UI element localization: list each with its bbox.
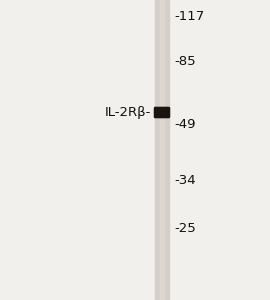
Text: IL-2Rβ-: IL-2Rβ- <box>105 106 151 119</box>
Text: -34: -34 <box>174 173 196 187</box>
Text: -49: -49 <box>174 118 196 131</box>
Bar <box>160 0 164 300</box>
Text: -85: -85 <box>174 55 196 68</box>
Bar <box>154 0 170 300</box>
FancyBboxPatch shape <box>154 107 170 118</box>
Text: -25: -25 <box>174 221 196 235</box>
Text: -117: -117 <box>174 10 204 23</box>
